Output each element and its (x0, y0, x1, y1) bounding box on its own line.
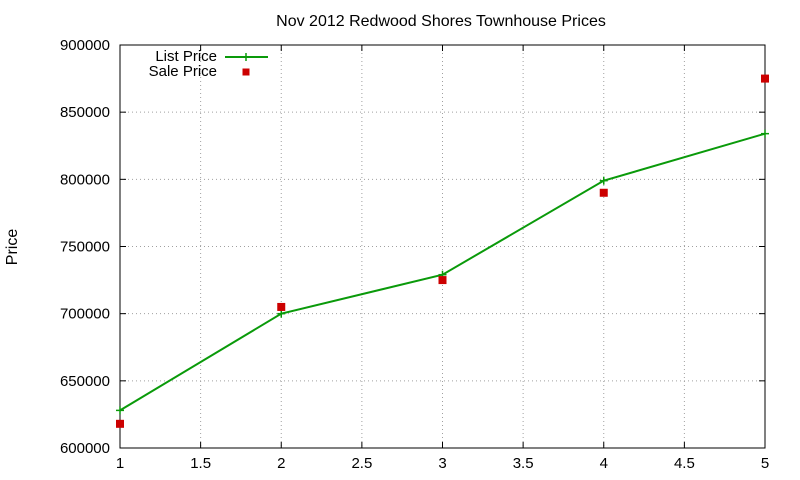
legend-marker-sale-price (242, 68, 250, 76)
sale-price-point (599, 188, 608, 197)
list-price-point (599, 176, 608, 185)
y-tick-label: 800000 (60, 171, 110, 188)
x-tick-label: 2 (277, 455, 285, 472)
legend-label-sale-price: Sale Price (149, 63, 217, 80)
sale-price-point (116, 419, 124, 428)
grid-lines (120, 45, 765, 448)
list-price-point (761, 129, 769, 138)
y-tick-label: 650000 (60, 373, 110, 390)
axis-ticks: 1 1.5 2 2.5 3 3.5 4 4.5 5 600000 650000 700000 75000… (60, 37, 769, 472)
y-tick-label: 900000 (60, 37, 110, 54)
x-tick-label: 5 (761, 455, 769, 472)
legend-label-list-price: List Price (155, 48, 217, 65)
x-tick-label: 2.5 (351, 455, 372, 472)
x-tick-label: 3 (438, 455, 446, 472)
y-tick-label: 850000 (60, 104, 110, 121)
y-tick-label: 750000 (60, 239, 110, 256)
x-tick-label: 3.5 (513, 455, 534, 472)
sale-price-point (761, 74, 769, 83)
list-price-point (116, 406, 124, 415)
legend: List Price Sale Price (149, 48, 268, 80)
y-axis-label: Price (4, 229, 21, 266)
sale-price-point (438, 276, 447, 285)
y-tick-label: 600000 (60, 440, 110, 457)
sale-price-point (277, 302, 286, 311)
x-tick-label: 4.5 (674, 455, 695, 472)
x-tick-label: 1.5 (190, 455, 211, 472)
y-tick-label: 700000 (60, 306, 110, 323)
chart-title: Nov 2012 Redwood Shores Townhouse Prices (276, 13, 606, 30)
list-price-point (277, 309, 286, 318)
x-tick-label: 1 (116, 455, 124, 472)
data-series (116, 74, 769, 428)
x-tick-label: 4 (600, 455, 608, 472)
